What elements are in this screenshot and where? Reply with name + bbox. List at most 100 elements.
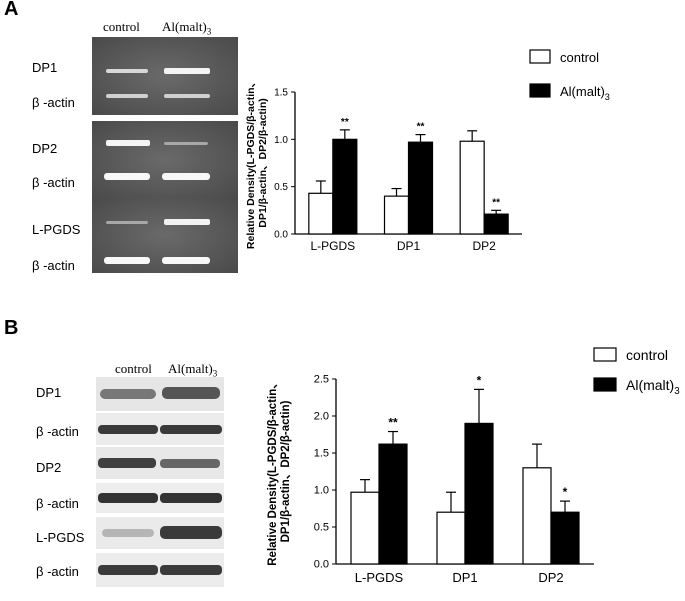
chart-a-bar (407, 141, 434, 235)
blot-image-b (96, 377, 224, 587)
chart-b-y-tick-label: 1.5 (314, 448, 329, 460)
chart-a-category-label: L-PGDS (310, 239, 355, 253)
chart-a-y-tick-label: 0.5 (274, 182, 288, 193)
gel-a-block-2 (92, 121, 238, 199)
gel-a-col-treated-sub: 3 (206, 26, 212, 37)
blot-b-col-control: control (115, 361, 152, 376)
chart-b-significance: * (563, 485, 568, 499)
chart-a-bar (459, 140, 485, 235)
panel-b-letter: B (4, 317, 19, 339)
gel-a-band (106, 221, 148, 224)
gel-a-row-dp1: DP1 (32, 60, 58, 75)
chart-a-y-tick-label: 0.0 (274, 230, 288, 241)
chart-a-y-axis-label: DP1/β-actin、DP2/β-actin) (257, 98, 269, 228)
chart-b-bar (464, 422, 494, 565)
gel-a-band (106, 69, 148, 73)
blot-b-col-treated: Al(malt)3 (168, 361, 217, 379)
chart-b-significance: ** (388, 416, 398, 430)
chart-b-category-label: DP2 (538, 570, 563, 585)
chart-b-bar (522, 467, 552, 565)
blot-b-band (98, 425, 158, 434)
blot-b-band (160, 565, 222, 575)
gel-a-band (164, 219, 210, 225)
gel-a-col-treated-text: Al(malt) (162, 19, 207, 34)
blot-b-band (98, 458, 156, 468)
chart-b: 0.0 0.5 1.0 1.5 2.0 2.5 Relative Density(L-PGD… (267, 347, 680, 585)
chart-b-y-tick-label: 1.0 (314, 485, 329, 497)
chart-b-bar (436, 511, 466, 565)
gel-a-band (162, 173, 210, 180)
blot-b-col-treated-text: Al(malt) (168, 361, 213, 376)
chart-a-category-label: DP1 (397, 239, 421, 253)
gel-a-row-dp2: DP2 (32, 141, 58, 156)
gel-a-band (106, 94, 148, 98)
panel-a-letter: A (4, 0, 19, 20)
gel-a-col-treated: Al(malt)3 (162, 19, 211, 37)
blot-b-col-treated-sub: 3 (212, 368, 218, 379)
gel-image-a (92, 37, 238, 273)
chart-b-significance: * (477, 373, 482, 387)
chart-b-legend-label: Al(malt)3 (626, 377, 680, 397)
chart-b-category-label: L-PGDS (355, 570, 404, 585)
gel-a-band (164, 68, 210, 74)
gel-a-block-1 (92, 37, 238, 115)
gel-a-band (106, 140, 150, 146)
chart-a-bar (383, 195, 410, 235)
chart-a-y-tick-label: 1.0 (274, 135, 288, 146)
gel-a-band (104, 173, 150, 180)
chart-a-significance: ** (492, 197, 500, 208)
blot-b-band (160, 459, 220, 468)
blot-b-row-dp2: DP2 (36, 460, 62, 475)
chart-b-y-tick-label: 0.5 (314, 522, 329, 534)
chart-b-legend-subscript: 3 (674, 386, 680, 397)
chart-a-legend-label: control (560, 50, 599, 65)
chart-a-y-axis-label: Relative Density(L-PGDS/β-actin、 (245, 77, 257, 249)
chart-a-category-label: DP2 (472, 239, 496, 253)
blot-b-band (100, 389, 156, 399)
chart-b-y-tick-label: 2.0 (314, 411, 329, 423)
gel-a-row-actin-2: β -actin (32, 175, 75, 190)
chart-b-bar (350, 491, 380, 565)
blot-b-band (98, 565, 158, 575)
chart-a-significance: ** (417, 122, 425, 133)
blot-b-band (98, 493, 158, 503)
blot-b-row-actin-1: β -actin (36, 424, 79, 439)
chart-b-y-tick-label: 2.5 (314, 374, 329, 386)
chart-b-bar (378, 443, 408, 565)
gel-a-band (104, 257, 150, 264)
gel-a-band (162, 257, 210, 264)
blot-b-row-actin-2: β -actin (36, 496, 79, 511)
chart-b-bar (550, 511, 580, 565)
chart-a: 0.0 0.5 1.0 1.5 Relative Density(L-PGDS/β-ac… (245, 49, 610, 253)
gel-a-band (164, 142, 208, 145)
gel-a-col-control: control (103, 19, 140, 34)
gel-a-row-actin-3: β -actin (32, 258, 75, 273)
gel-a-band (164, 94, 210, 98)
chart-b-y-tick-label: 0.0 (314, 559, 329, 571)
blot-b-row-actin-3: β -actin (36, 564, 79, 579)
chart-b-legend-swatch (593, 347, 617, 362)
gel-a-row-lpgds: L-PGDS (32, 222, 81, 237)
chart-a-legend-label: Al(malt)3 (560, 84, 610, 102)
blot-b-band (102, 529, 154, 537)
chart-b-legend-swatch (593, 377, 617, 392)
chart-a-significance: ** (341, 117, 349, 128)
blot-b-band (162, 387, 220, 399)
blot-b-band (160, 425, 222, 434)
chart-a-y-tick-label: 1.5 (274, 88, 288, 99)
chart-a-bar (308, 192, 334, 235)
chart-b-category-label: DP1 (452, 570, 477, 585)
blot-b-band (160, 526, 222, 539)
blot-b-band (160, 493, 222, 503)
chart-a-legend-swatch (529, 49, 551, 64)
gel-a-row-actin-1: β -actin (32, 95, 75, 110)
blot-b-row-lpgds: L-PGDS (36, 530, 85, 545)
chart-a-bar (332, 138, 358, 235)
chart-b-y-axis-label: DP1/β-actin、DP2/β-actin) (280, 400, 292, 542)
chart-a-legend-subscript: 3 (605, 92, 610, 102)
blot-b-row-dp1: DP1 (36, 385, 62, 400)
chart-a-legend-swatch (529, 83, 551, 98)
chart-b-legend-label: control (626, 347, 668, 363)
chart-b-y-axis-label: Relative Density(L-PGDS/β-actin、 (267, 377, 279, 566)
chart-a-bar (483, 213, 509, 235)
